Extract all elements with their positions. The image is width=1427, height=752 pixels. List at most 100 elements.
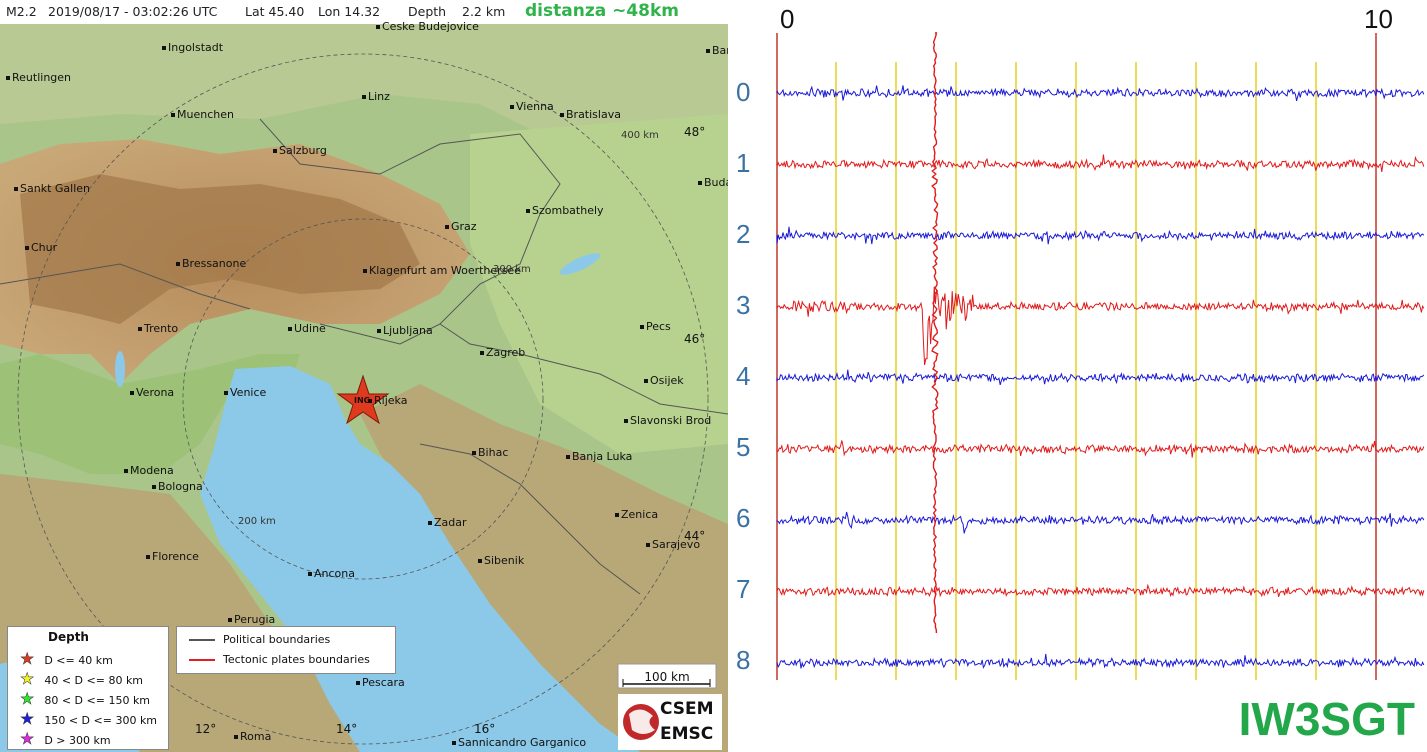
city-label: Ingolstadt: [162, 41, 223, 54]
seismic-trace: [776, 440, 1425, 458]
city-name: Klagenfurt am Woerthersee: [369, 264, 521, 277]
depth-legend-label: 150 < D <= 300 km: [44, 714, 158, 727]
city-marker: [356, 681, 360, 685]
city-label: Bar: [706, 44, 731, 57]
seismic-trace: [776, 511, 1425, 534]
city-label: Verona: [130, 386, 174, 399]
city-name: Sarajevo: [652, 538, 701, 551]
city-name: Venice: [230, 386, 267, 399]
city-marker: [644, 379, 648, 383]
city-marker: [698, 181, 702, 185]
city-label: Bressanone: [176, 257, 246, 270]
city-name: Rijeka: [374, 394, 408, 407]
city-marker: [646, 543, 650, 547]
city-label: Linz: [362, 90, 390, 103]
city-label: Udine: [288, 322, 326, 335]
city-marker: [478, 559, 482, 563]
city-label: Bihac: [472, 446, 508, 459]
seismic-trace: [776, 85, 1425, 102]
city-label: Sarajevo: [646, 538, 700, 551]
city-label: Florence: [146, 550, 199, 563]
city-label: Reutlingen: [6, 71, 71, 84]
star-icon: ★: [20, 729, 35, 749]
city-marker: [428, 521, 432, 525]
city-name: Szombathely: [532, 204, 604, 217]
seismic-trace: [776, 154, 1425, 172]
star-icon: ★: [20, 709, 35, 729]
city-marker: [162, 46, 166, 50]
city-marker: [146, 555, 150, 559]
city-name: Salzburg: [279, 144, 327, 157]
lon-label-16: 16°: [474, 722, 496, 736]
line-swatch-icon: [189, 639, 215, 641]
city-label: Szombathely: [526, 204, 604, 217]
city-name: Ceske Budejovice: [382, 20, 479, 33]
city-label: Pescara: [356, 676, 405, 689]
longitude: Lon 14.32: [318, 4, 381, 19]
city-label: Salzburg: [273, 144, 327, 157]
depth-legend-label: D > 300 km: [44, 734, 111, 747]
epicenter-label: ING: [354, 396, 371, 405]
city-label: Ancona: [308, 567, 355, 580]
city-label: Chur: [25, 241, 57, 254]
seismogram-canvas: [776, 32, 1425, 680]
city-label: Bratislava: [560, 108, 621, 121]
city-marker: [14, 187, 18, 191]
city-name: Zenica: [621, 508, 659, 521]
depth-legend: Depth ★ D <= 40 km ★ 40 < D <= 80 km ★ 80 < D…: [7, 626, 169, 750]
event-datetime: 2019/08/17 - 03:02:26 UTC: [48, 4, 218, 19]
city-name: Graz: [451, 220, 477, 233]
border-croatia-hungary: [439, 323, 728, 415]
city-marker: [288, 327, 292, 331]
city-name: Bar: [712, 44, 731, 57]
city-marker: [560, 113, 564, 117]
lon-label-14: 14°: [336, 722, 358, 736]
lon-label-12: 12°: [195, 722, 217, 736]
city-marker: [706, 49, 710, 53]
trace-row-label: 7: [736, 574, 751, 604]
city-name: Reutlingen: [12, 71, 72, 84]
city-marker: [224, 391, 228, 395]
depth-legend-row: ★ 150 < D <= 300 km: [20, 709, 158, 729]
lat-label-46: 46°: [684, 332, 706, 346]
city-name: Linz: [368, 90, 390, 103]
city-label: Muenchen: [171, 108, 234, 121]
star-icon: ★: [20, 689, 35, 709]
magnitude: M2.2: [6, 4, 37, 19]
trace-row-label: 5: [736, 432, 751, 462]
epicenter-star: [336, 374, 390, 425]
boundary-legend-label: Political boundaries: [223, 633, 331, 646]
lake-garda: [115, 351, 125, 387]
city-name: Buda: [704, 176, 733, 189]
seismic-trace: [776, 369, 1425, 386]
city-name: Ancona: [314, 567, 355, 580]
city-marker: [130, 391, 134, 395]
trace-row-label: 4: [736, 361, 751, 391]
logo-emsc: EMSC: [660, 724, 714, 744]
city-marker: [640, 325, 644, 329]
logo-csem: CSEM: [660, 699, 714, 719]
city-label: Ceske Budejovice: [376, 20, 479, 33]
seismic-trace: [776, 226, 1425, 245]
city-label: Venice: [224, 386, 266, 399]
city-label: Vienna: [510, 100, 554, 113]
city-name: Bratislava: [566, 108, 621, 121]
seismic-trace: [776, 286, 1425, 366]
city-name: Roma: [240, 730, 272, 743]
lake-balaton: [559, 253, 601, 275]
city-marker: [510, 105, 514, 109]
city-label: Zagreb: [480, 346, 525, 359]
city-label: Sankt Gallen: [14, 182, 90, 195]
depth-legend-label: D <= 40 km: [44, 654, 113, 667]
distance: distanza ~48km: [525, 1, 680, 21]
trace-row-label: 3: [736, 290, 751, 320]
depth-legend-label: 80 < D <= 150 km: [44, 694, 151, 707]
ring-label-200: 200 km: [238, 516, 276, 527]
city-name: Sibenik: [484, 554, 525, 567]
northern-hills: [0, 24, 728, 154]
trace-row-label: 6: [736, 503, 751, 533]
city-label: Sibenik: [478, 554, 524, 567]
city-label: Modena: [124, 464, 174, 477]
city-name: Ingolstadt: [168, 41, 224, 54]
city-marker: [368, 399, 372, 403]
